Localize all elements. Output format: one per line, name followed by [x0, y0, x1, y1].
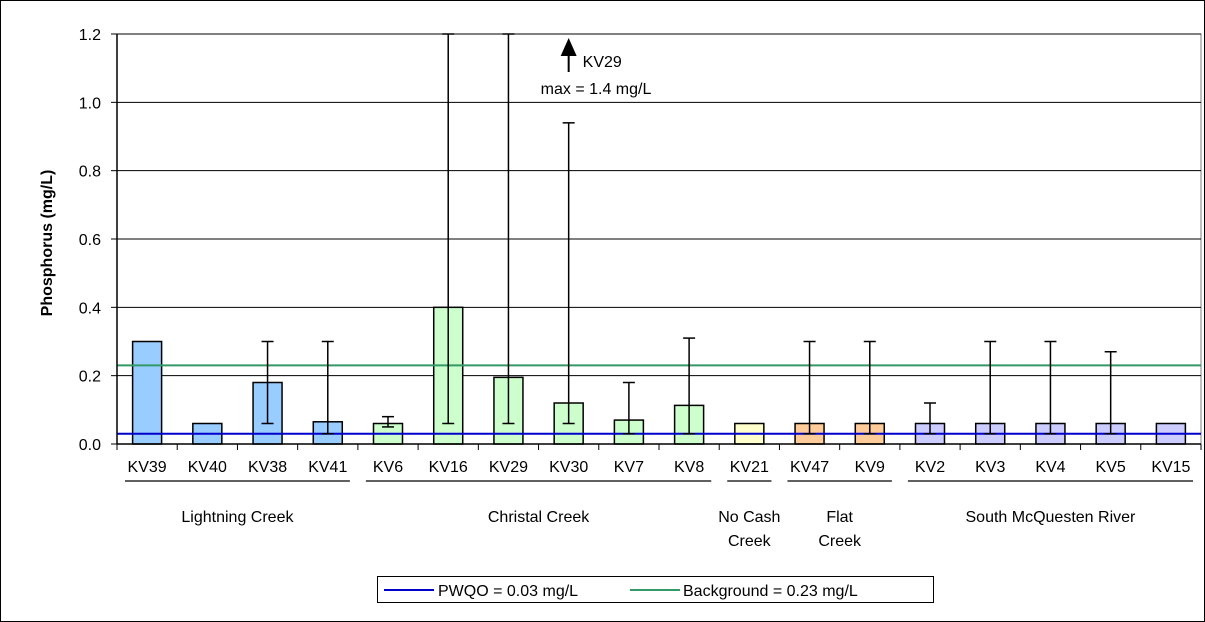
- legend: PWQO = 0.03 mg/L Background = 0.23 mg/L: [377, 576, 934, 603]
- reference-lines: [117, 364, 1201, 435]
- x-tick-label-kv40: KV40: [188, 459, 227, 476]
- group-label-3: Flat: [826, 509, 853, 526]
- x-tick-label-kv41: KV41: [308, 459, 347, 476]
- y-tick-label: 1.0: [79, 95, 101, 112]
- x-tick-label-kv21: KV21: [730, 459, 769, 476]
- legend-label-pwqo: PWQO = 0.03 mg/L: [438, 583, 578, 600]
- group-label-2: No Cash: [718, 509, 780, 526]
- x-tick-label-kv8: KV8: [674, 459, 704, 476]
- x-tick-label-kv9: KV9: [855, 459, 885, 476]
- gridlines: [117, 33, 1201, 377]
- group-label-2: Creek: [728, 533, 772, 550]
- axes: [111, 33, 1202, 450]
- x-tick-label-kv6: KV6: [373, 459, 403, 476]
- x-tick-label-kv7: KV7: [614, 459, 644, 476]
- x-tick-label-kv2: KV2: [915, 459, 945, 476]
- group-labels: Lightning Creek Christal Creek No Cash Cree…: [125, 480, 1193, 550]
- legend-label-background: Background = 0.23 mg/L: [683, 583, 858, 600]
- y-tick-labels: 0.0 0.2 0.4 0.6 0.8 1.0 1.2: [79, 27, 101, 454]
- x-tick-label-kv38: KV38: [248, 459, 287, 476]
- x-tick-label-kv29: KV29: [489, 459, 528, 476]
- annotation-label: KV29: [583, 54, 622, 71]
- x-tick-label-kv39: KV39: [128, 459, 167, 476]
- y-tick-label: 0.0: [79, 437, 101, 454]
- up-arrowhead-icon: [560, 38, 577, 56]
- group-label-4: South McQuesten River: [966, 509, 1137, 526]
- x-tick-label-kv16: KV16: [429, 459, 468, 476]
- y-axis-title: Phosphorus (mg/L): [39, 170, 56, 317]
- annotation-text: max = 1.4 mg/L: [541, 81, 652, 98]
- bar-kv39: [131, 340, 163, 445]
- y-tick-label: 0.8: [79, 164, 101, 181]
- x-tick-label-kv5: KV5: [1096, 459, 1126, 476]
- x-tick-label-kv30: KV30: [549, 459, 588, 476]
- y-tick-label: 0.4: [79, 300, 101, 317]
- group-label-1: Christal Creek: [488, 509, 590, 526]
- x-tick-label-kv3: KV3: [975, 459, 1005, 476]
- y-tick-label: 1.2: [79, 27, 101, 44]
- error-bars: [261, 33, 1117, 435]
- group-label-0: Lightning Creek: [181, 509, 294, 526]
- x-tick-label-kv15: KV15: [1151, 459, 1190, 476]
- max-annotation: KV29 max = 1.4 mg/L: [541, 38, 652, 98]
- x-tick-label-kv4: KV4: [1035, 459, 1065, 476]
- x-tick-label-kv47: KV47: [790, 459, 829, 476]
- y-tick-label: 0.6: [79, 232, 101, 249]
- group-label-3: Creek: [818, 533, 862, 550]
- y-tick-label: 0.2: [79, 369, 101, 386]
- x-tick-labels: KV39 KV40 KV38 KV41 KV6 KV16 KV29 KV30 KV7 KV8 KV2…: [128, 459, 1191, 476]
